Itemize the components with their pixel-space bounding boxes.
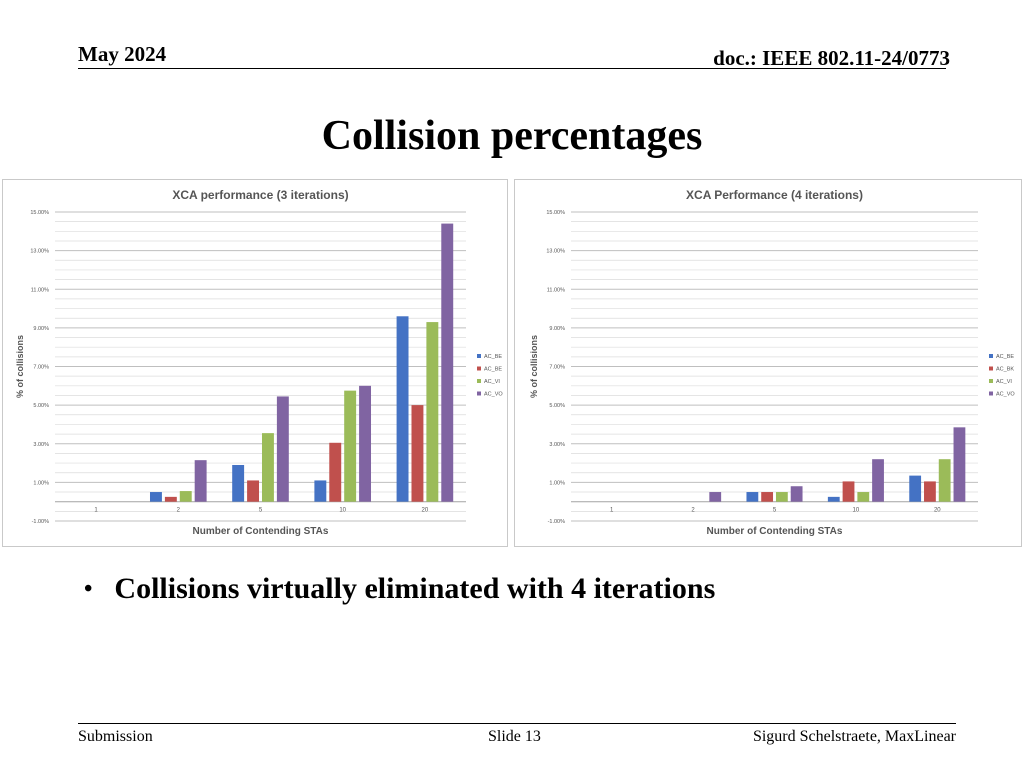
y-tick-label: 15.00% (546, 210, 565, 216)
y-tick-label: 9.00% (549, 326, 565, 332)
chart-3-iterations: XCA performance (3 iterations) -1.00% 1.00… (15, 188, 503, 537)
bar-ac-be (909, 475, 922, 502)
x-axis-label: Number of Contending STAs (707, 526, 843, 537)
bar-ac-vi (857, 492, 870, 502)
bar-ac-vo (276, 396, 289, 502)
y-tick-label: 11.00% (31, 287, 49, 293)
bullet-text: Collisions virtually eliminated with 4 i… (114, 572, 716, 605)
legend-label: AC_VO (484, 392, 503, 398)
bar-ac-vo (709, 492, 722, 502)
legend-swatch (989, 354, 993, 358)
x-tick-label: 2 (177, 508, 181, 514)
bar-ac-vo (872, 459, 884, 502)
y-tick-label: 1.00% (33, 480, 49, 486)
x-tick-label: 1 (94, 508, 98, 514)
bar-ac-be (411, 405, 424, 502)
legend-label: AC_BE (484, 354, 502, 360)
bar-ac-bk (842, 481, 855, 502)
y-tick-label: 11.00% (547, 287, 565, 293)
bar-ac-vo (441, 223, 454, 502)
x-tick-label: 10 (853, 508, 860, 514)
x-tick-label: 20 (934, 508, 941, 514)
legend-label: AC_BK (996, 367, 1014, 373)
bar-ac-be (149, 492, 162, 502)
x-tick-label: 1 (610, 508, 614, 514)
bar-ac-vi (179, 491, 192, 502)
legend-swatch (989, 379, 993, 383)
bar-ac-vo (790, 486, 803, 502)
bar-ac-vi (938, 459, 951, 502)
y-tick-label: 5.00% (33, 403, 49, 409)
legend-swatch (989, 366, 993, 371)
footer-author: Sigurd Schelstraete, MaxLinear (752, 728, 956, 745)
chart-4-iterations: XCA Performance (4 iterations) -1.00% 1.00… (529, 188, 1015, 537)
bar-ac-be (396, 316, 409, 502)
legend-label: AC_BE (484, 367, 502, 373)
y-axis-label: % of collisions (529, 335, 539, 398)
y-axis-label: % of collisions (15, 335, 25, 398)
y-tick-label: 13.00% (546, 249, 565, 255)
bullet-dot-icon: • (84, 575, 93, 602)
legend-label: AC_BE (996, 354, 1014, 360)
y-tick-label: 7.00% (549, 365, 565, 371)
chart-4-iterations-frame: XCA Performance (4 iterations) -1.00% 1.00… (514, 179, 1022, 547)
legend-label: AC_VI (996, 379, 1012, 385)
bar-ac-be (232, 464, 245, 502)
x-tick-label: 5 (773, 508, 777, 514)
y-tick-label: -1.00% (32, 519, 50, 525)
bar-ac-vo (194, 460, 207, 502)
bar-ac-vo (953, 427, 966, 502)
bar-ac-bk (924, 481, 936, 502)
footer-submission: Submission (78, 728, 153, 745)
y-tick-label: 7.00% (33, 365, 49, 371)
y-tick-label: 1.00% (549, 480, 565, 486)
legend-label: AC_VI (484, 379, 500, 385)
legend-swatch (477, 354, 481, 358)
legend-swatch (477, 391, 481, 396)
x-tick-label: 20 (422, 508, 429, 514)
x-tick-label: 2 (691, 508, 695, 514)
bar-ac-vi (426, 322, 439, 502)
slide-title: Collision percentages (321, 113, 703, 159)
x-tick-label: 10 (339, 508, 346, 514)
bar-ac-bk (761, 492, 774, 502)
y-tick-label: 13.00% (30, 249, 49, 255)
bar-ac-be (164, 496, 177, 502)
bar-ac-be (247, 480, 260, 502)
bar-ac-be (314, 480, 327, 502)
y-tick-label: 15.00% (30, 210, 49, 216)
bar-ac-vi (344, 390, 357, 502)
legend-swatch (477, 379, 481, 383)
header-date: May 2024 (78, 42, 167, 66)
y-tick-label: -1.00% (548, 519, 566, 525)
bullet-item: • Collisions virtually eliminated with 4… (84, 572, 715, 606)
chart-3-iterations-frame: XCA performance (3 iterations) -1.00% 1.00… (2, 179, 508, 547)
chart-title: XCA performance (3 iterations) (172, 188, 348, 202)
y-tick-label: 3.00% (549, 442, 565, 448)
x-axis-label: Number of Contending STAs (193, 526, 329, 537)
header-doc-id: doc.: IEEE 802.11-24/0773 (713, 46, 950, 70)
legend-swatch (989, 391, 993, 396)
bar-ac-be (329, 442, 342, 502)
footer-slide-number: Slide 13 (488, 728, 541, 745)
y-tick-label: 9.00% (33, 326, 49, 332)
header-rule (78, 68, 946, 69)
x-tick-label: 5 (259, 508, 263, 514)
y-tick-label: 5.00% (549, 403, 565, 409)
bar-ac-vi (261, 433, 274, 502)
legend-swatch (477, 366, 481, 371)
chart-title: XCA Performance (4 iterations) (686, 188, 863, 202)
legend-label: AC_VO (996, 392, 1015, 398)
y-tick-label: 3.00% (33, 442, 49, 448)
bar-ac-be (827, 496, 840, 502)
bar-ac-vo (359, 385, 372, 502)
bar-ac-be (746, 492, 759, 502)
footer-rule (78, 723, 956, 724)
bar-ac-vi (775, 492, 788, 502)
